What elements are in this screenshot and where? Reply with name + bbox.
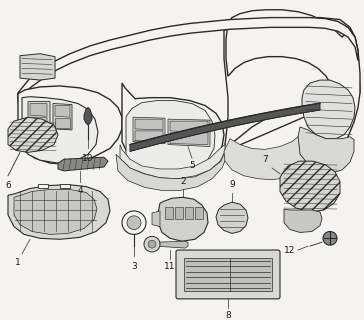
Polygon shape <box>175 207 183 219</box>
Text: 4: 4 <box>77 186 83 195</box>
Text: 11: 11 <box>164 262 176 271</box>
Polygon shape <box>284 209 322 232</box>
Polygon shape <box>30 104 47 116</box>
FancyBboxPatch shape <box>176 250 280 299</box>
Polygon shape <box>18 18 358 102</box>
Polygon shape <box>84 108 92 125</box>
Polygon shape <box>8 117 58 152</box>
Polygon shape <box>135 119 163 130</box>
Circle shape <box>127 216 141 229</box>
Polygon shape <box>53 104 72 130</box>
Polygon shape <box>302 80 355 139</box>
Polygon shape <box>20 54 55 80</box>
Polygon shape <box>122 83 224 172</box>
Circle shape <box>148 240 156 248</box>
Polygon shape <box>165 207 173 219</box>
Text: 9: 9 <box>229 180 235 189</box>
Polygon shape <box>120 145 225 179</box>
Polygon shape <box>224 137 308 180</box>
Polygon shape <box>280 161 340 212</box>
Text: 6: 6 <box>5 181 11 190</box>
Text: 3: 3 <box>131 262 137 271</box>
Text: 5: 5 <box>189 161 195 170</box>
Circle shape <box>144 236 160 252</box>
Text: 12: 12 <box>284 245 295 254</box>
Polygon shape <box>22 97 98 163</box>
Polygon shape <box>168 119 210 147</box>
Polygon shape <box>18 86 122 164</box>
Polygon shape <box>58 157 108 171</box>
Polygon shape <box>185 207 193 219</box>
Polygon shape <box>135 131 163 142</box>
Polygon shape <box>38 184 48 188</box>
Text: 8: 8 <box>225 311 231 320</box>
Polygon shape <box>55 118 70 128</box>
Polygon shape <box>133 117 165 144</box>
Polygon shape <box>298 127 354 173</box>
Text: 7: 7 <box>262 155 268 164</box>
Text: 1: 1 <box>15 258 21 267</box>
Polygon shape <box>30 117 47 127</box>
Polygon shape <box>55 106 70 117</box>
Polygon shape <box>195 207 203 219</box>
Polygon shape <box>226 10 360 172</box>
FancyBboxPatch shape <box>184 258 272 291</box>
Polygon shape <box>170 121 208 133</box>
Text: 2: 2 <box>180 177 186 186</box>
Polygon shape <box>152 211 160 227</box>
Polygon shape <box>14 189 97 235</box>
Polygon shape <box>126 100 215 174</box>
Polygon shape <box>216 202 248 233</box>
Polygon shape <box>116 151 226 190</box>
Polygon shape <box>224 18 360 172</box>
Polygon shape <box>170 133 208 145</box>
Text: 10: 10 <box>82 154 94 163</box>
Polygon shape <box>158 197 208 241</box>
Polygon shape <box>8 185 110 239</box>
Polygon shape <box>155 241 188 248</box>
Circle shape <box>323 231 337 245</box>
Polygon shape <box>28 101 50 129</box>
Polygon shape <box>60 184 70 188</box>
Polygon shape <box>130 103 320 151</box>
Circle shape <box>122 211 146 235</box>
